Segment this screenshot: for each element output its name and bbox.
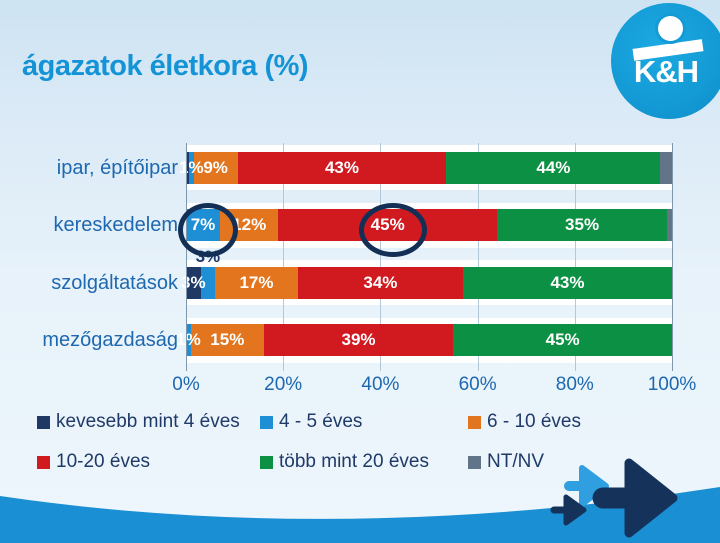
legend-item: 6 - 10 éves: [468, 411, 581, 433]
bar-segment: 44%: [446, 151, 661, 184]
legend-swatch: [468, 455, 481, 469]
bar-segment: 45%: [453, 324, 672, 356]
bar-segment: 1%: [176, 324, 201, 356]
bar-segment-label: 1%: [176, 330, 201, 349]
bar-row: 7% 12% 45% 35%: [186, 209, 672, 241]
category-label: ipar, építőipar: [56, 156, 178, 179]
legend-label: kevesebb mint 4 éves: [56, 411, 240, 432]
category-label: kereskedelem: [53, 214, 178, 236]
bar-row: 3% 17% 34% 43%: [181, 266, 672, 299]
bar-segment-label: 35%: [565, 215, 600, 234]
x-tick-label: 60%: [458, 374, 497, 395]
bar-segment-label: 9%: [203, 157, 228, 177]
logo-person-head-icon: [658, 16, 683, 41]
x-tick-label: 80%: [555, 374, 594, 395]
bar-segment: 17%: [215, 266, 298, 299]
bar-segment-label: 17%: [239, 272, 274, 292]
bar-segment-label: 43%: [550, 272, 585, 292]
gridline: [672, 143, 673, 371]
bar-segment: 39%: [263, 324, 454, 356]
x-tick-label: 40%: [361, 374, 400, 395]
bar-segment: [667, 209, 672, 241]
gridline: [186, 143, 187, 371]
gridline: [380, 143, 382, 371]
legend-swatch: [37, 415, 50, 429]
bar-segment: 34%: [297, 266, 463, 299]
bar-segment: [200, 266, 216, 299]
legend-label: NT/NV: [487, 451, 544, 472]
bar-segment-label: 43%: [324, 157, 359, 177]
gridline: [574, 143, 576, 371]
emphasis-circle: [178, 203, 238, 257]
bar-segment: 43%: [463, 266, 672, 299]
legend-swatch: [260, 455, 273, 469]
legend-label: 10-20 éves: [56, 451, 151, 472]
emphasis-circle: [358, 203, 427, 257]
bar-segment: 43%: [237, 151, 447, 184]
bar-segment-label: 34%: [363, 272, 398, 292]
bar-row: 1% 15% 39% 45%: [176, 324, 672, 356]
bar-segment-label: 3%: [180, 272, 206, 292]
bar-segment-label: 15%: [210, 330, 245, 349]
legend-item: NT/NV: [468, 451, 544, 473]
gridline: [477, 143, 479, 371]
x-tick-label: 20%: [264, 374, 303, 395]
bar-segment: 3%: [181, 266, 206, 299]
legend-item: 10-20 éves: [37, 451, 150, 473]
bar-segment: [186, 151, 189, 184]
legend-swatch: [260, 415, 273, 429]
kh-logo: K&H: [611, 3, 720, 119]
bar-segment-label: 44%: [536, 157, 571, 177]
legend-item: 4 - 5 éves: [260, 411, 362, 433]
bar-segment-label: 45%: [545, 330, 580, 349]
gridline: [283, 143, 285, 371]
bar-segment: 15%: [190, 324, 264, 356]
bar-segment: 9%: [193, 151, 238, 184]
legend-label: 6 - 10 éves: [487, 411, 581, 432]
legend-label: több mint 20 éves: [279, 451, 429, 472]
legend-item: kevesebb mint 4 éves: [37, 411, 240, 433]
legend-swatch: [468, 415, 481, 429]
legend-swatch: [37, 455, 50, 469]
category-label: szolgáltatások: [51, 271, 178, 294]
x-tick-label: 100%: [647, 374, 697, 395]
bar-segment-label: 1%: [179, 157, 204, 177]
legend-item: több mint 20 éves: [260, 451, 429, 473]
bar-segment-label: 12%: [232, 215, 267, 234]
bar-segment: 1%: [179, 151, 204, 184]
x-tick-label: 0%: [172, 374, 200, 395]
page-title: ágazatok életkora (%): [22, 50, 309, 82]
bar-segment-label: 39%: [341, 330, 376, 349]
bar-segment: [660, 151, 672, 184]
category-label: mezőgazdaság: [42, 329, 178, 351]
legend-label: 4 - 5 éves: [279, 411, 363, 432]
bar-segment: 35%: [497, 209, 668, 241]
bar-row: 1% 9% 43% 44%: [179, 151, 672, 184]
logo-text: K&H: [633, 54, 699, 89]
